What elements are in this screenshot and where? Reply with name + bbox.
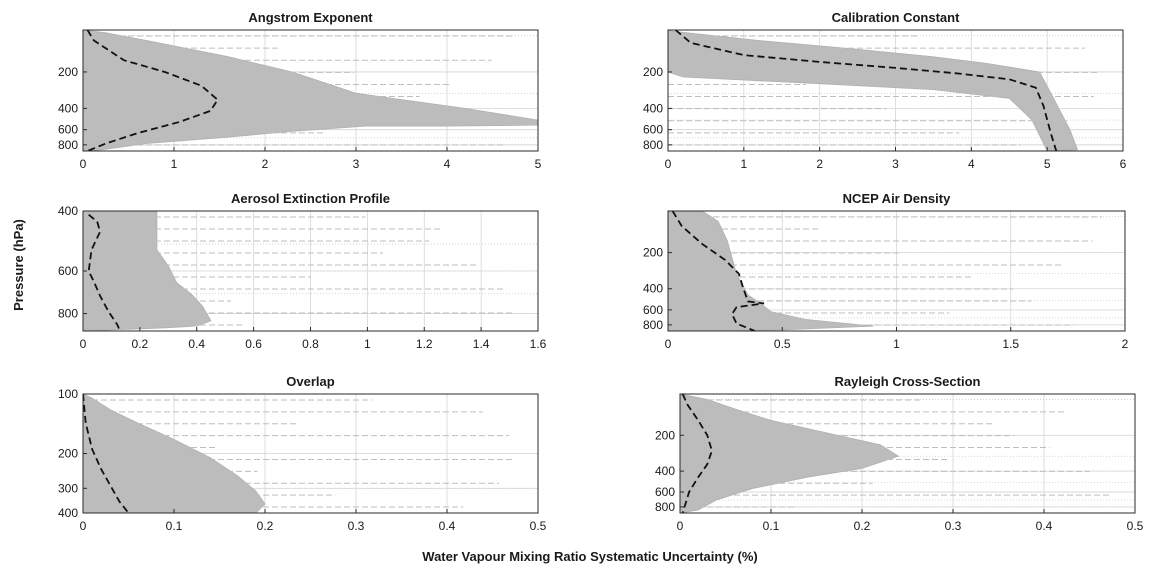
panel-aerosol: Aerosol Extinction Profile 0 0.2 0.4 0.6 0.8 1… — [58, 191, 547, 351]
x-tick-label: 4 — [444, 157, 451, 171]
x-tick-label: 0.6 — [245, 337, 262, 351]
y-tick-label: 400 — [655, 464, 675, 478]
x-tick-label: 0.3 — [348, 519, 365, 533]
mean-profile-line-calibration — [675, 30, 1058, 151]
y-tick-label: 800 — [643, 318, 663, 332]
x-tick-label: 0 — [677, 519, 684, 533]
y-tick-label: 600 — [655, 485, 675, 499]
panel-overlap: Overlap 0 0.1 0.2 0.3 0.4 0.5 100 200 300 400 — [58, 374, 547, 533]
panel-title-rayleigh: Rayleigh Cross-Section — [835, 374, 981, 389]
y-tick-label: 800 — [58, 138, 78, 152]
panel-title-angstrom: Angstrom Exponent — [248, 10, 373, 25]
ensemble-strands-aerosol — [83, 216, 516, 326]
y-tick-label: 600 — [58, 123, 78, 137]
x-tick-label: 0 — [665, 157, 672, 171]
axes-frame-angstrom — [82, 29, 539, 152]
mean-profile-line-rayleigh — [681, 394, 713, 513]
x-tick-label: 1 — [893, 337, 900, 351]
panel-title-overlap: Overlap — [286, 374, 334, 389]
panel-title-aerosol: Aerosol Extinction Profile — [231, 191, 390, 206]
x-tick-label: 4 — [968, 157, 975, 171]
x-tick-label: 0.4 — [439, 519, 456, 533]
axes-frame-rayleigh — [679, 393, 1136, 514]
data-layer-aerosol — [83, 211, 516, 331]
y-tick-label: 600 — [643, 123, 663, 137]
x-tick-label: 1.4 — [473, 337, 490, 351]
y-tick-label: 400 — [58, 101, 78, 115]
y-tick-label: 800 — [655, 500, 675, 514]
x-tick-label: 1 — [740, 157, 747, 171]
data-layer-rayleigh — [680, 394, 1110, 513]
y-tick-label: 100 — [58, 387, 78, 401]
panel-title-ncep: NCEP Air Density — [843, 191, 951, 206]
x-tick-label: 6 — [1120, 157, 1127, 171]
mean-profile-line-ncep — [671, 211, 765, 331]
y-tick-label: 600 — [58, 264, 78, 278]
x-tick-label: 2 — [816, 157, 823, 171]
data-layer-calibration — [668, 30, 1100, 151]
x-tick-label: 1 — [364, 337, 371, 351]
y-tick-label: 400 — [58, 204, 78, 218]
x-tick-label: 0.5 — [774, 337, 791, 351]
y-tick-label: 200 — [58, 65, 78, 79]
x-tick-label: 1.6 — [530, 337, 547, 351]
x-tick-label: 0.8 — [302, 337, 319, 351]
x-tick-label: 0 — [665, 337, 672, 351]
ensemble-strands-calibration — [668, 35, 1100, 146]
x-tick-label: 0.4 — [1036, 519, 1053, 533]
ensemble-strands-angstrom — [83, 35, 513, 146]
mean-profile-line-angstrom — [86, 30, 219, 151]
ensemble-strands-overlap — [83, 399, 515, 508]
y-tick-label: 800 — [58, 307, 78, 321]
figure-ylabel: Pressure (hPa) — [11, 219, 26, 311]
mean-profile-line-aerosol — [87, 214, 121, 331]
y-tick-label: 400 — [58, 506, 78, 520]
y-tick-label: 200 — [643, 65, 663, 79]
x-tick-label: 0.2 — [132, 337, 149, 351]
y-tick-label: 800 — [643, 138, 663, 152]
x-tick-label: 2 — [1122, 337, 1129, 351]
y-tick-label: 200 — [58, 447, 78, 461]
x-tick-label: 0.2 — [257, 519, 274, 533]
x-tick-label: 0.4 — [188, 337, 205, 351]
panel-title-calibration: Calibration Constant — [832, 10, 961, 25]
y-tick-label: 400 — [643, 282, 663, 296]
x-tick-label: 0.3 — [945, 519, 962, 533]
ensemble-strands-rayleigh — [680, 399, 1110, 508]
y-tick-label: 400 — [643, 101, 663, 115]
data-layer-angstrom — [83, 30, 538, 151]
x-tick-label: 5 — [1044, 157, 1051, 171]
x-tick-label: 0.2 — [854, 519, 871, 533]
x-tick-label: 2 — [262, 157, 269, 171]
y-tick-label: 200 — [643, 246, 663, 260]
y-tick-label: 600 — [643, 303, 663, 317]
mean-profile-line-overlap — [83, 394, 130, 513]
x-tick-label: 3 — [892, 157, 899, 171]
x-tick-label: 3 — [353, 157, 360, 171]
panel-rayleigh: Rayleigh Cross-Section 0 0.1 0.2 0.3 0.4 0.5 20… — [655, 374, 1144, 533]
ensemble-strands-ncep — [668, 216, 1103, 326]
x-tick-label: 0.5 — [530, 519, 547, 533]
x-tick-label: 0 — [80, 157, 87, 171]
x-tick-label: 1.2 — [416, 337, 433, 351]
x-tick-label: 1 — [171, 157, 178, 171]
x-tick-label: 0.1 — [166, 519, 183, 533]
x-tick-label: 0 — [80, 337, 87, 351]
figure-xlabel: Water Vapour Mixing Ratio Systematic Unc… — [422, 549, 757, 564]
x-tick-label: 1.5 — [1002, 337, 1019, 351]
x-tick-label: 0.1 — [763, 519, 780, 533]
data-layer-overlap — [83, 394, 515, 513]
x-tick-label: 0.5 — [1127, 519, 1144, 533]
y-tick-label: 200 — [655, 428, 675, 442]
x-tick-label: 0 — [80, 519, 87, 533]
x-tick-label: 5 — [535, 157, 542, 171]
y-tick-label: 300 — [58, 481, 78, 495]
